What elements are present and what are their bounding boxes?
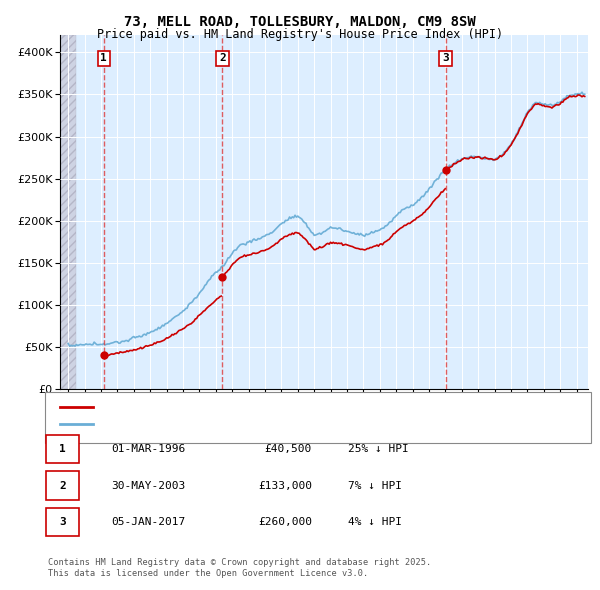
Text: 73, MELL ROAD, TOLLESBURY, MALDON, CM9 8SW: 73, MELL ROAD, TOLLESBURY, MALDON, CM9 8…	[124, 15, 476, 29]
Text: HPI: Average price, semi-detached house, Maldon: HPI: Average price, semi-detached house,…	[97, 419, 373, 428]
Text: 1: 1	[59, 444, 66, 454]
Text: 1: 1	[100, 54, 107, 63]
Text: 73, MELL ROAD, TOLLESBURY, MALDON, CM9 8SW (semi-detached house): 73, MELL ROAD, TOLLESBURY, MALDON, CM9 8…	[97, 402, 473, 412]
Text: 3: 3	[59, 517, 66, 527]
Text: 30-MAY-2003: 30-MAY-2003	[111, 481, 185, 490]
Text: 2: 2	[59, 481, 66, 490]
Text: Contains HM Land Registry data © Crown copyright and database right 2025.
This d: Contains HM Land Registry data © Crown c…	[48, 558, 431, 578]
Text: 2: 2	[219, 54, 226, 63]
Text: 4% ↓ HPI: 4% ↓ HPI	[348, 517, 402, 527]
Text: 01-MAR-1996: 01-MAR-1996	[111, 444, 185, 454]
Text: 05-JAN-2017: 05-JAN-2017	[111, 517, 185, 527]
Text: Price paid vs. HM Land Registry's House Price Index (HPI): Price paid vs. HM Land Registry's House …	[97, 28, 503, 41]
Text: £260,000: £260,000	[258, 517, 312, 527]
Text: 7% ↓ HPI: 7% ↓ HPI	[348, 481, 402, 490]
Bar	[60, 35, 76, 389]
Text: £40,500: £40,500	[265, 444, 312, 454]
Text: 3: 3	[442, 54, 449, 63]
Text: 25% ↓ HPI: 25% ↓ HPI	[348, 444, 409, 454]
Text: £133,000: £133,000	[258, 481, 312, 490]
